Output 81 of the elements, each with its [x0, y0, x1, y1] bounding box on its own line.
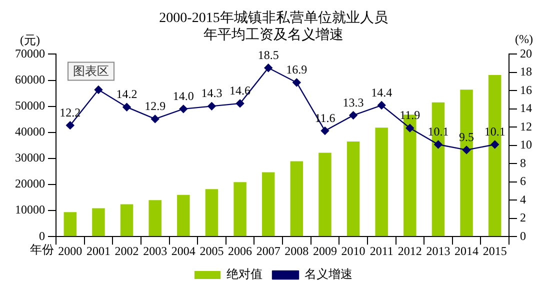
y2-tick-label: 14	[520, 101, 532, 116]
point	[490, 140, 499, 149]
y2-tick-label: 12	[520, 119, 532, 134]
point	[349, 111, 358, 120]
x-tick-label: 2006	[228, 244, 252, 258]
bar	[318, 152, 332, 236]
y-tick-label: 70000	[15, 46, 45, 60]
bar	[177, 194, 190, 236]
data-label: 16.9	[286, 62, 308, 76]
y-tick-label: 10000	[15, 202, 45, 217]
x-tick-label: 2009	[312, 244, 337, 258]
legend-label: 名义增速	[304, 267, 352, 282]
x-tick-label: 2005	[200, 244, 224, 258]
x-tick-label: 2013	[426, 244, 450, 258]
point	[94, 86, 103, 94]
data-label: 13.3	[342, 95, 364, 110]
y2-tick-label: 16	[520, 82, 532, 97]
point	[406, 124, 414, 132]
data-label: 18.5	[258, 48, 279, 62]
x-tick-label: 2004	[171, 244, 196, 258]
chart-title: 2000-2015年城镇非私营单位就业人员年平均工资及名义增速	[158, 10, 389, 44]
data-label: 14.4	[371, 85, 392, 100]
point	[462, 146, 471, 154]
point	[434, 140, 442, 149]
data-label: 12.9	[144, 98, 166, 113]
x-tick-label: 2007	[256, 244, 280, 258]
y-tick-label: 40000	[15, 124, 45, 139]
bar	[148, 200, 162, 236]
y2-tick-label: 4	[520, 192, 526, 206]
x-tick-label: 2001	[86, 244, 110, 258]
data-label: 14.0	[172, 88, 194, 103]
y2-tick-label: 20	[520, 46, 532, 60]
y2-tick-label: 18	[520, 64, 532, 79]
y2-tick-label: 10	[520, 138, 532, 152]
y-tick-label: 0	[39, 228, 45, 243]
x-tick-label: 2002	[114, 244, 139, 258]
y2-tick-label: 8	[520, 156, 526, 170]
point	[66, 121, 74, 130]
bar	[120, 204, 134, 236]
y-axis-title: (元)	[20, 32, 40, 49]
y2-tick-label: 6	[520, 174, 526, 188]
bar	[205, 189, 218, 236]
point	[320, 126, 330, 135]
y2-tick-label: 2	[520, 210, 526, 225]
x-tick-label: 2015	[482, 244, 507, 258]
y-tick-label: 20000	[15, 176, 45, 191]
bar	[262, 172, 275, 236]
x-tick-label: 2014	[454, 244, 479, 258]
bar	[64, 212, 77, 236]
point	[122, 102, 131, 112]
point	[179, 104, 188, 114]
bar	[290, 161, 304, 236]
x-tick-label: 2008	[284, 244, 309, 258]
point	[236, 99, 244, 108]
x-axis-title: 年份	[30, 242, 54, 257]
point	[264, 64, 272, 72]
point	[208, 102, 216, 110]
point	[150, 114, 160, 124]
data-label: 14.3	[201, 86, 222, 100]
bar	[92, 208, 105, 236]
annotation: 图表区	[73, 64, 109, 78]
point	[292, 78, 301, 87]
x-tick-label: 2003	[143, 244, 168, 258]
x-tick-label: 2000	[58, 244, 82, 258]
x-tick-label: 2011	[370, 244, 394, 258]
y2-axis-title: (%)	[515, 32, 533, 47]
y-tick-label: 50000	[15, 98, 45, 112]
data-label: 14.6	[230, 83, 251, 98]
y2-tick-label: 0	[520, 228, 526, 243]
x-tick-label: 2012	[398, 244, 422, 258]
bar	[234, 182, 246, 236]
y-tick-label: 30000	[15, 150, 45, 165]
data-label: 12.2	[60, 105, 81, 120]
data-label: 14.2	[116, 87, 138, 102]
bar	[460, 90, 473, 236]
legend-label: 绝对值	[226, 267, 262, 282]
x-tick-label: 2010	[341, 244, 366, 258]
y-tick-label: 60000	[15, 72, 45, 86]
bar	[346, 141, 360, 236]
bar	[375, 128, 388, 236]
point	[377, 101, 386, 110]
